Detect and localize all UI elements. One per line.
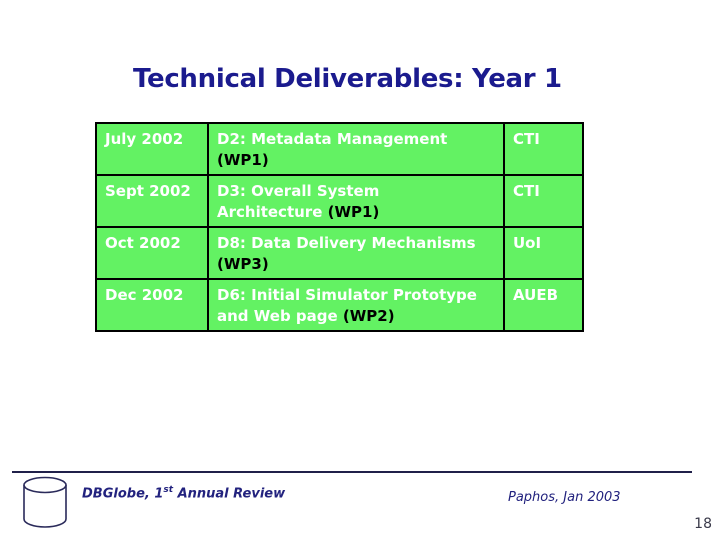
workpackage-label: (WP3) <box>217 255 269 273</box>
table-row: July 2002 D2: Metadata Management (WP1) … <box>95 122 584 176</box>
deliverables-table: July 2002 D2: Metadata Management (WP1) … <box>95 122 584 332</box>
org-cell: CTI <box>503 174 584 228</box>
footer-right-text: Paphos, Jan 2003 <box>508 490 621 505</box>
workpackage-label: (WP1) <box>217 151 269 169</box>
org-cell: UoI <box>503 226 584 280</box>
table-row: Sept 2002 D3: Overall System Architectur… <box>95 174 584 228</box>
workpackage-label: (WP1) <box>327 203 380 221</box>
database-icon <box>23 476 67 528</box>
deliverable-text: D8: Data Delivery Mechanisms <box>217 234 476 252</box>
deliverable-cell: D3: Overall System Architecture (WP1) <box>207 174 505 228</box>
workpackage-label: (WP2) <box>342 307 395 325</box>
org-cell: CTI <box>503 122 584 176</box>
deliverable-text: and Web page <box>217 307 343 325</box>
table-row: Dec 2002 D6: Initial Simulator Prototype… <box>95 278 584 332</box>
deliverable-text: D3: Overall System <box>217 182 380 200</box>
deliverable-cell: D6: Initial Simulator Prototype and Web … <box>207 278 505 332</box>
deliverable-cell: D2: Metadata Management (WP1) <box>207 122 505 176</box>
date-cell: Oct 2002 <box>95 226 209 280</box>
superscript-st: st <box>163 485 174 495</box>
date-cell: Sept 2002 <box>95 174 209 228</box>
deliverable-text: Architecture <box>217 203 328 221</box>
org-cell: AUEB <box>503 278 584 332</box>
date-cell: Dec 2002 <box>95 278 209 332</box>
footer-divider <box>12 471 692 473</box>
date-cell: July 2002 <box>95 122 209 176</box>
deliverable-cell: D8: Data Delivery Mechanisms (WP3) <box>207 226 505 280</box>
page-title: Technical Deliverables: Year 1 <box>133 64 562 94</box>
deliverable-text: D2: Metadata Management <box>217 130 448 148</box>
deliverable-text: D6: Initial Simulator Prototype <box>217 286 477 304</box>
footer-left-text: DBGlobe, 1st Annual Review <box>82 485 286 502</box>
table-row: Oct 2002 D8: Data Delivery Mechanisms (W… <box>95 226 584 280</box>
page-number: 18 <box>694 516 712 532</box>
